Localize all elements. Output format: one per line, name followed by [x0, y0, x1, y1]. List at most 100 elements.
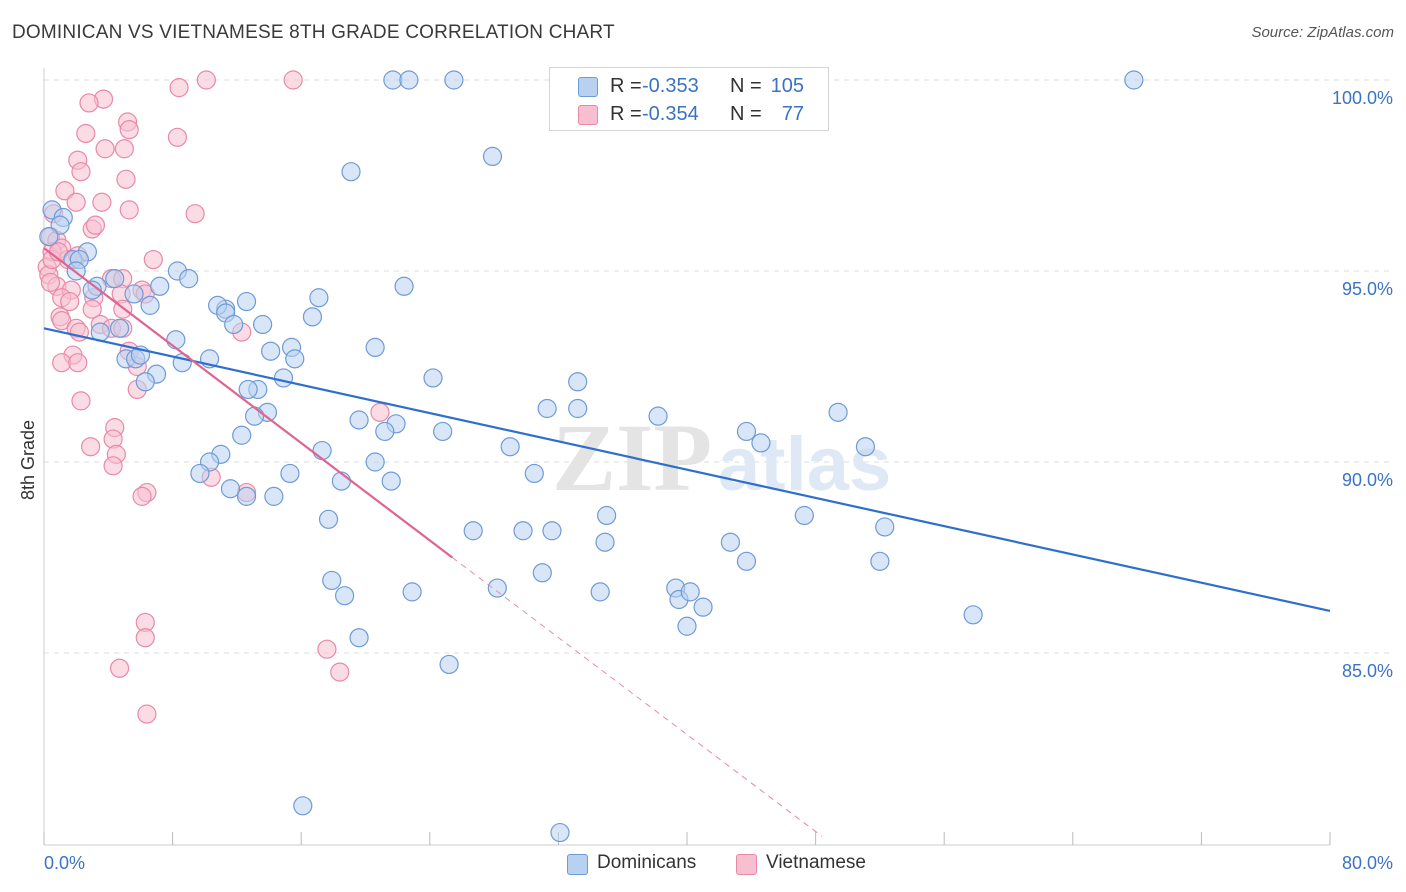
dominicans-points: [39, 70, 1144, 843]
vietnamese-point: [109, 658, 130, 678]
dominican-point: [423, 368, 443, 388]
dominican-point: [736, 421, 757, 442]
dominican-point: [349, 628, 369, 648]
dominican-point: [309, 288, 329, 308]
y-tick-label: 100.0%: [1332, 88, 1393, 108]
y-tick-label: 90.0%: [1342, 470, 1393, 490]
dominican-point: [383, 70, 403, 90]
dominican-point: [439, 654, 459, 675]
dominican-point: [532, 563, 552, 583]
dominican-point: [463, 521, 483, 541]
correlation-legend: R = -0.353 N = 105 R = -0.354 N = 77: [549, 67, 829, 131]
vietnamese-point: [132, 486, 152, 506]
dominican-point: [135, 372, 155, 392]
dominican-point: [349, 410, 369, 430]
dominican-point: [150, 276, 170, 296]
dominican-point: [365, 452, 385, 472]
dominican-point: [264, 486, 284, 506]
vietnamese-point: [66, 192, 86, 212]
dominican-point: [335, 586, 355, 606]
legend-r-value: -0.353: [642, 75, 699, 97]
dominican-point: [550, 822, 570, 843]
dominican-point: [220, 479, 241, 499]
legend-n-value: 105: [770, 75, 804, 97]
vietnamese-point: [169, 78, 189, 98]
dominican-point: [433, 421, 453, 442]
vietnamese-swatch: [736, 854, 757, 875]
gridlines: [44, 79, 1390, 654]
dominican-point: [542, 521, 562, 541]
dominican-point: [500, 437, 520, 457]
dominican-point: [166, 330, 186, 350]
dominican-point: [568, 372, 588, 392]
vietnamese-point: [135, 628, 155, 648]
y-axis-label: 8th Grade: [18, 420, 38, 500]
dominican-point: [524, 463, 544, 484]
dominican-point: [312, 440, 332, 461]
dominicans-label: Dominicans: [597, 852, 697, 873]
vietnamese-point: [92, 192, 112, 212]
dominican-point: [590, 582, 610, 602]
dominican-point: [963, 605, 983, 625]
vietnamese-point: [103, 456, 123, 476]
dominican-point: [680, 582, 700, 602]
vietnamese-point: [185, 204, 205, 224]
vietnamese-trendline-extension: [452, 557, 823, 837]
vietnamese-trendline: [43, 247, 453, 559]
vietnamese-point: [76, 123, 96, 144]
dominican-point: [124, 284, 144, 304]
dominican-point: [302, 307, 323, 327]
dominican-point: [224, 314, 244, 335]
x-tick-label-max: 80.0%: [1342, 853, 1393, 873]
dominican-point: [597, 505, 617, 526]
vietnamese-point: [317, 639, 337, 659]
legend-row-vietnamese: R = -0.354 N = 77: [550, 100, 828, 128]
dominican-point: [751, 433, 771, 453]
dominican-point: [595, 532, 615, 552]
dominican-point: [870, 551, 890, 571]
vietnamese-point: [116, 169, 136, 189]
chart-title: DOMINICAN VS VIETNAMESE 8TH GRADE CORREL…: [12, 22, 615, 43]
legend-r-label: R =: [610, 103, 642, 125]
dominican-point: [280, 463, 300, 484]
vietnamese-point: [330, 662, 350, 682]
legend-swatch-blue: [578, 77, 598, 97]
dominican-point: [190, 463, 210, 484]
vietnamese-point: [79, 93, 99, 113]
vietnamese-point: [60, 291, 80, 312]
y-tick-label: 85.0%: [1342, 661, 1393, 681]
dominican-point: [341, 162, 361, 182]
legend-r-label: R =: [610, 75, 642, 97]
legend-n-label: N =: [730, 103, 762, 125]
dominican-point: [236, 291, 257, 312]
vietnamese-point: [82, 299, 102, 319]
vietnamese-points: [37, 70, 390, 724]
dominican-point: [875, 517, 895, 537]
dominican-point: [381, 471, 401, 491]
dominican-point: [105, 269, 125, 289]
dominican-point: [487, 578, 507, 598]
dominican-point: [273, 368, 294, 388]
vietnamese-point: [119, 120, 139, 140]
trendlines: [43, 247, 1331, 837]
x-axis-ticks: [43, 832, 1331, 845]
vietnamese-point: [68, 353, 88, 373]
dominican-point: [677, 616, 697, 636]
dominican-point: [402, 582, 422, 602]
vietnamese-point: [52, 353, 72, 373]
vietnamese-point: [71, 162, 91, 182]
dominican-point: [794, 505, 814, 526]
vietnamese-label: Vietnamese: [766, 852, 866, 873]
series-legend: Dominicans Vietnamese: [0, 852, 1406, 878]
dominican-point: [50, 215, 70, 235]
dominican-point: [828, 402, 848, 422]
dominican-point: [444, 70, 464, 90]
vietnamese-point: [283, 70, 303, 90]
vietnamese-point: [167, 127, 188, 147]
x-tick-label-min: 0.0%: [44, 853, 85, 873]
vietnamese-point: [370, 402, 390, 422]
dominican-point: [236, 486, 257, 506]
dominican-point: [261, 341, 281, 361]
dominican-point: [39, 227, 59, 247]
